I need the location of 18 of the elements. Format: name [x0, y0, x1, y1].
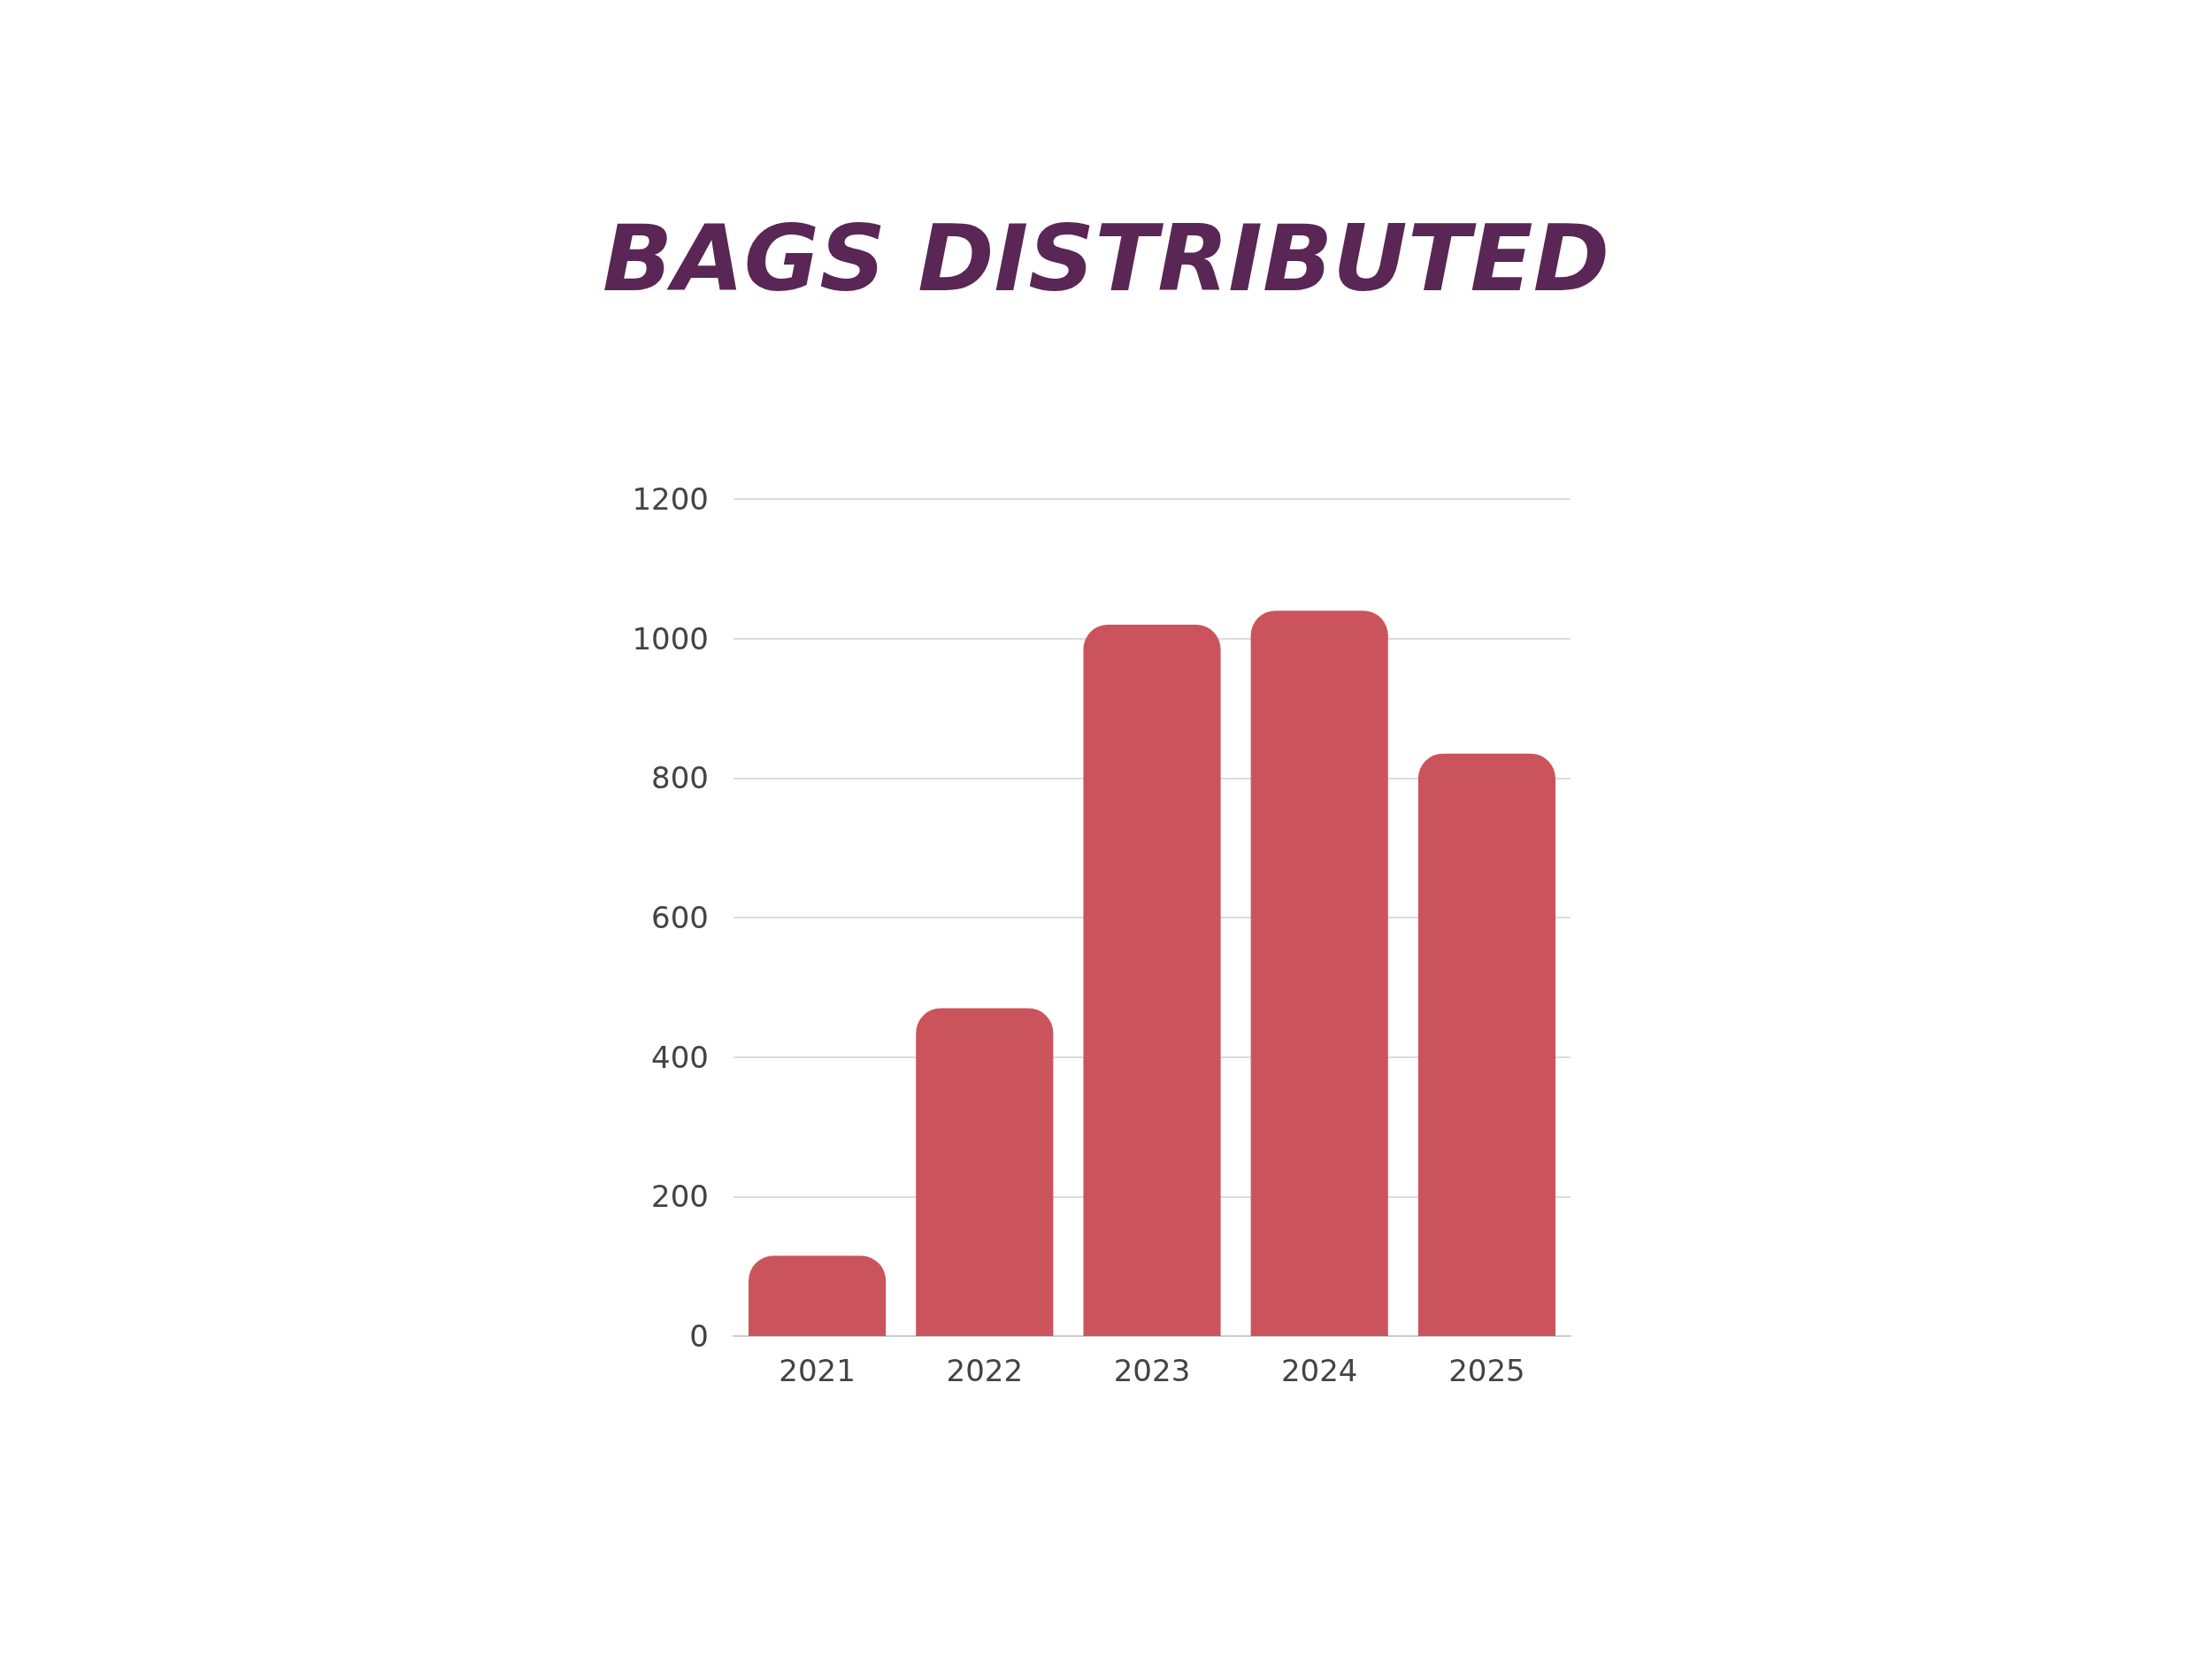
y-tick-label: 200 — [651, 1179, 709, 1215]
bar — [916, 1008, 1054, 1336]
x-tick-label: 2023 — [1113, 1353, 1191, 1388]
x-tick-label: 2021 — [779, 1353, 856, 1388]
y-tick-label: 0 — [689, 1318, 709, 1354]
y-tick-label: 400 — [651, 1039, 709, 1075]
x-tick-label: 2025 — [1448, 1353, 1525, 1388]
bar — [1417, 753, 1555, 1336]
y-tick-label: 1000 — [632, 620, 709, 657]
x-tick-label: 2024 — [1280, 1353, 1358, 1388]
bar — [749, 1256, 887, 1336]
bar — [1250, 611, 1388, 1336]
y-tick-label: 800 — [651, 760, 709, 796]
y-tick-label: 1200 — [632, 481, 709, 517]
chart-title: BAGS DISTRIBUTED — [603, 204, 1609, 312]
y-tick-label: 600 — [651, 900, 709, 935]
x-tick-label: 2022 — [946, 1353, 1024, 1388]
bar — [1083, 624, 1221, 1336]
